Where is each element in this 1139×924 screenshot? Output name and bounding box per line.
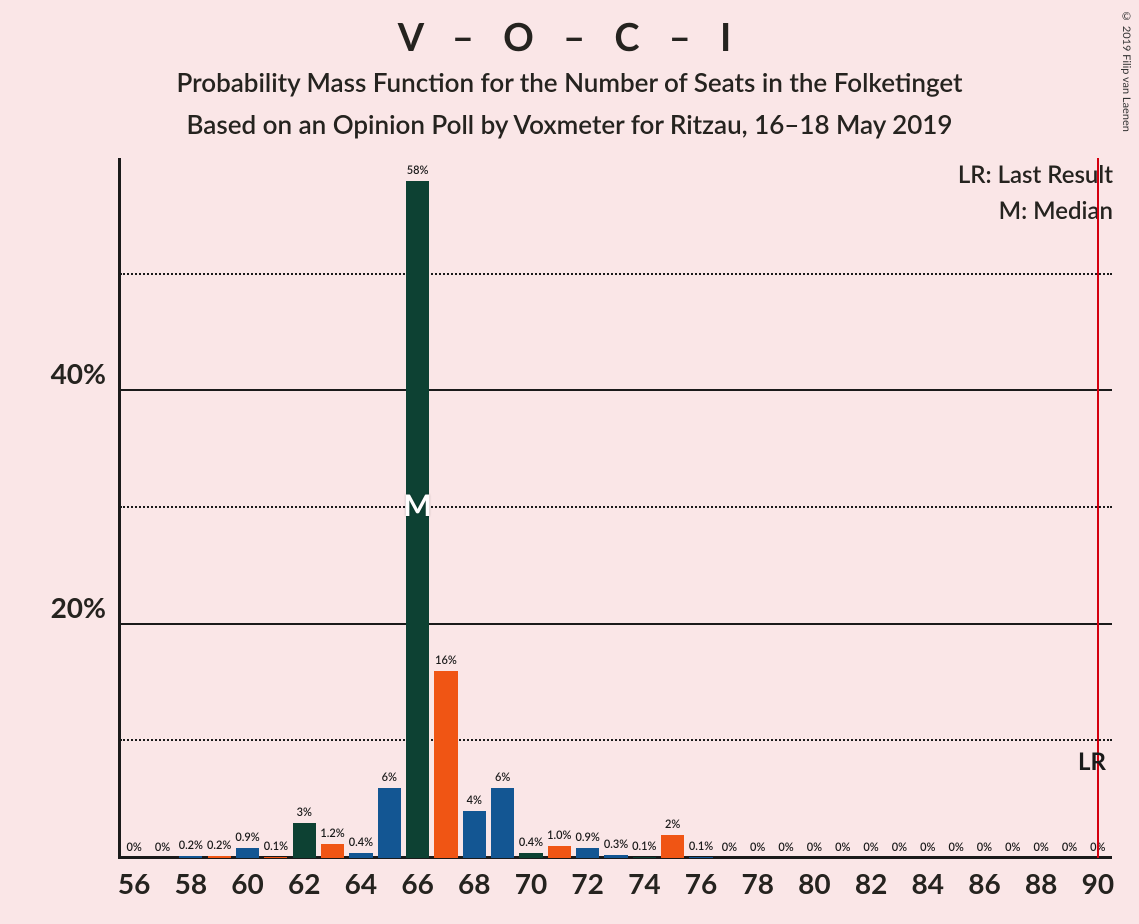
bar-value-label: 0% (778, 841, 793, 854)
bar (349, 853, 372, 858)
bar-value-label: 0% (1062, 841, 1077, 854)
bar (689, 857, 712, 858)
x-tick-label: 68 (458, 866, 490, 900)
bar-value-label: 0.3% (604, 838, 628, 851)
bar-value-label: 0% (1033, 841, 1048, 854)
bar (491, 788, 514, 858)
bar-value-label: 0% (1005, 841, 1020, 854)
gridline-major (120, 389, 1112, 391)
bar-value-label: 1.2% (320, 827, 344, 840)
x-tick-label: 82 (855, 866, 887, 900)
lr-badge: LR (1078, 747, 1106, 776)
bar-value-label: 0% (863, 841, 878, 854)
bar-value-label: 0.9% (235, 831, 259, 844)
bar (604, 855, 627, 859)
x-tick-label: 64 (345, 866, 377, 900)
bar (633, 857, 656, 858)
bar (179, 856, 202, 858)
bar-value-label: 0% (722, 841, 737, 854)
bar (463, 811, 486, 858)
bar-value-label: 16% (435, 654, 457, 667)
bar-value-label: 0.2% (179, 839, 203, 852)
bar-value-label: 0% (127, 841, 142, 854)
bar-value-label: 0.4% (349, 836, 373, 849)
x-tick-label: 58 (175, 866, 207, 900)
bar (434, 671, 457, 858)
bar (321, 844, 344, 858)
bar (264, 857, 287, 858)
chart-title: V – O – C – I (0, 14, 1139, 60)
bar (548, 846, 571, 858)
x-tick-label: 78 (741, 866, 773, 900)
bar-value-label: 0% (948, 841, 963, 854)
bar-value-label: 0% (155, 841, 170, 854)
bar (519, 853, 542, 858)
x-tick-label: 56 (118, 866, 150, 900)
copyright-text: © 2019 Filip van Laenen (1120, 10, 1133, 132)
bar-value-label: 58% (407, 164, 429, 177)
bar-value-label: 0% (807, 841, 822, 854)
bar-value-label: 0.2% (207, 839, 231, 852)
gridline-minor (120, 273, 1112, 275)
bar-value-label: 4% (467, 794, 482, 807)
chart-subtitle-2: Based on an Opinion Poll by Voxmeter for… (0, 108, 1139, 140)
bar (236, 848, 259, 859)
bar-value-label: 0% (977, 841, 992, 854)
y-axis (118, 158, 121, 858)
x-tick-label: 86 (968, 866, 1000, 900)
x-tick-label: 80 (798, 866, 830, 900)
x-tick-label: 60 (231, 866, 263, 900)
gridline-minor (120, 739, 1112, 741)
bar (293, 823, 316, 858)
bar-value-label: 3% (297, 806, 312, 819)
bar-value-label: 0.9% (576, 831, 600, 844)
bar-value-label: 0% (835, 841, 850, 854)
bar (378, 788, 401, 858)
bar-value-label: 6% (495, 771, 510, 784)
bar-value-label: 2% (665, 818, 680, 831)
x-tick-label: 74 (628, 866, 660, 900)
chart-root: V – O – C – I Probability Mass Function … (0, 0, 1139, 924)
y-tick-label: 40% (51, 356, 106, 390)
gridline-major (120, 623, 1112, 625)
bar-value-label: 1.0% (547, 829, 571, 842)
median-badge: M (403, 487, 431, 523)
x-tick-label: 72 (571, 866, 603, 900)
gridline-minor (120, 506, 1112, 508)
bar (661, 835, 684, 858)
chart-subtitle-1: Probability Mass Function for the Number… (0, 66, 1139, 98)
bar-value-label: 0.1% (632, 840, 656, 853)
x-tick-label: 62 (288, 866, 320, 900)
bar-value-label: 0% (750, 841, 765, 854)
x-tick-label: 88 (1025, 866, 1057, 900)
x-tick-label: 76 (685, 866, 717, 900)
bar-value-label: 0% (920, 841, 935, 854)
plot-area: 20%40%5658606264666870727476788082848688… (120, 158, 1112, 858)
x-tick-label: 90 (1082, 866, 1114, 900)
bar-value-label: 0.4% (519, 836, 543, 849)
x-tick-label: 70 (515, 866, 547, 900)
bar-value-label: 0% (892, 841, 907, 854)
bar-value-label: 0.1% (264, 840, 288, 853)
x-tick-label: 66 (401, 866, 433, 900)
bar-value-label: 6% (382, 771, 397, 784)
bar (576, 848, 599, 859)
bar (208, 856, 231, 858)
y-tick-label: 20% (51, 590, 106, 624)
bar-value-label: 0.1% (689, 840, 713, 853)
x-tick-label: 84 (912, 866, 944, 900)
